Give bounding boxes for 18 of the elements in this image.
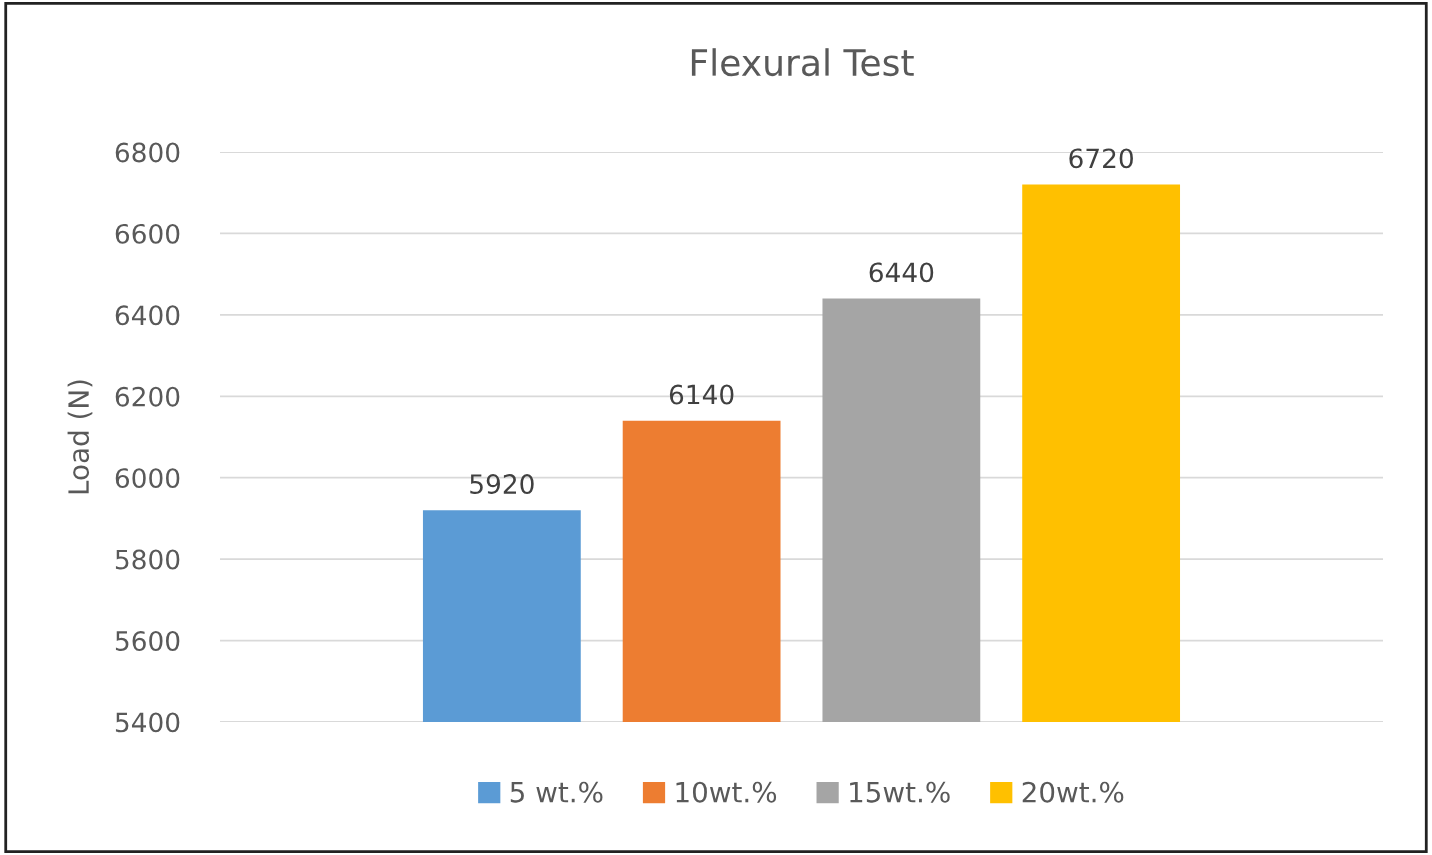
data-label: 5920 — [470, 474, 534, 495]
y-tick-label: 6600 — [115, 223, 180, 244]
legend-label: 15wt.% — [850, 781, 950, 803]
legend-label: 20wt.% — [1022, 781, 1124, 803]
y-tick-label: 6000 — [115, 468, 180, 489]
data-label: 6720 — [1069, 148, 1133, 169]
chart-title: Flexural Test — [691, 48, 914, 77]
data-label: 6440 — [869, 262, 934, 283]
y-tick-label: 6400 — [115, 305, 180, 326]
data-label: 6140 — [669, 384, 734, 405]
y-axis-title: Load (N) — [67, 380, 93, 494]
legend-label: 10wt.% — [676, 781, 777, 803]
y-tick-label: 5400 — [115, 712, 180, 733]
y-tick-label: 6800 — [115, 142, 180, 163]
y-tick-label: 5600 — [115, 630, 180, 651]
y-tick-label: 5800 — [115, 549, 180, 570]
legend-label: 5 wt.% — [510, 781, 603, 803]
y-tick-label: 6200 — [115, 386, 180, 407]
